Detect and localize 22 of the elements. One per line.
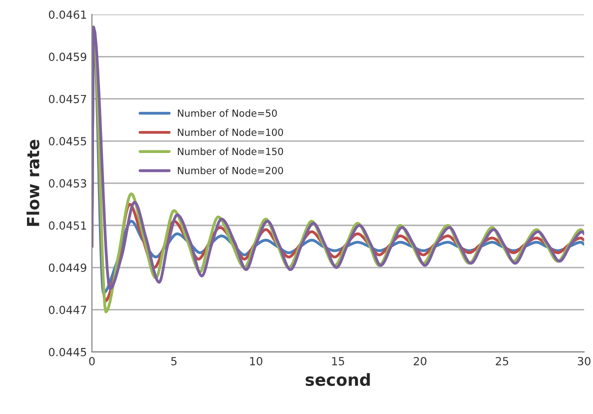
y-tick-label: 0.0455 xyxy=(48,136,86,146)
x-tick-label: 30 xyxy=(578,356,590,366)
x-tick-label: 5 xyxy=(171,357,177,366)
x-tick-label: 20 xyxy=(414,356,426,366)
legend-label: Number of Node=200 xyxy=(178,166,284,174)
x-axis-title: second xyxy=(306,373,370,386)
x-tick-label: 10 xyxy=(250,356,262,366)
y-tick-label: 0.0447 xyxy=(48,306,86,314)
legend-label: Number of Node=100 xyxy=(178,128,284,136)
y-tick-label: 0.0449 xyxy=(48,264,86,272)
y-tick-label: 0.0445 xyxy=(48,348,86,356)
x-tick-label: 25 xyxy=(496,356,508,366)
y-axis-title: Flow rate xyxy=(26,140,40,226)
y-tick-label: 0.0459 xyxy=(48,52,86,62)
y-tick-label: 0.0451 xyxy=(48,221,86,230)
legend-label: Number of Node=50 xyxy=(178,109,277,117)
y-tick-label: 0.0453 xyxy=(48,179,86,188)
y-tick-label: 0.0457 xyxy=(48,94,86,104)
x-tick-label: 15 xyxy=(332,357,344,366)
x-tick-label: 0 xyxy=(89,356,95,366)
legend-label: Number of Node=150 xyxy=(178,148,284,156)
y-tick-label: 0.0461 xyxy=(48,10,86,19)
